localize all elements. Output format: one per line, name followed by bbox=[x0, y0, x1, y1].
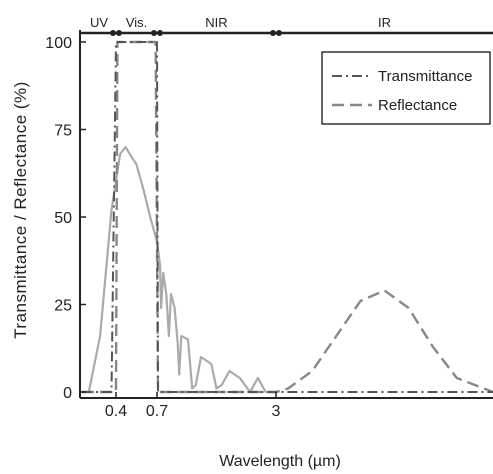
series-line-solar-spectrum bbox=[87, 145, 274, 394]
spectral-bands: UV Vis. NIR IR bbox=[80, 15, 493, 36]
legend-box bbox=[321, 51, 491, 125]
legend: Transmittance Reflectance bbox=[321, 51, 491, 125]
x-axis-label: Wavelength (µm) bbox=[219, 453, 341, 470]
y-tick-label: 50 bbox=[54, 210, 72, 227]
x-tick-label: 0.4 bbox=[105, 403, 127, 420]
axes: 0 25 50 75 100 0.4 0.7 3 bbox=[45, 30, 493, 420]
x-tick-label: 0.7 bbox=[146, 403, 168, 420]
band-marker bbox=[116, 30, 122, 36]
series-line-transmittance bbox=[82, 41, 493, 393]
y-tick-label: 0 bbox=[63, 385, 72, 402]
y-tick-label: 25 bbox=[54, 298, 72, 315]
band-marker bbox=[276, 30, 282, 36]
band-label: NIR bbox=[205, 15, 227, 30]
band-marker bbox=[151, 30, 157, 36]
band-label: Vis. bbox=[126, 15, 147, 30]
legend-label-reflectance: Reflectance bbox=[378, 97, 457, 114]
y-tick-label: 75 bbox=[54, 123, 72, 140]
band-label: IR bbox=[378, 15, 391, 30]
band-marker bbox=[157, 30, 163, 36]
y-tick-label: 100 bbox=[45, 35, 72, 52]
band-marker bbox=[110, 30, 116, 36]
legend-label-transmittance: Transmittance bbox=[378, 68, 472, 85]
y-axis-label: Transmittance / Reflectance (%) bbox=[11, 81, 30, 339]
plot-area bbox=[82, 40, 493, 394]
band-label: UV bbox=[90, 15, 108, 30]
x-tick-label: 3 bbox=[272, 403, 281, 420]
band-marker bbox=[270, 30, 276, 36]
